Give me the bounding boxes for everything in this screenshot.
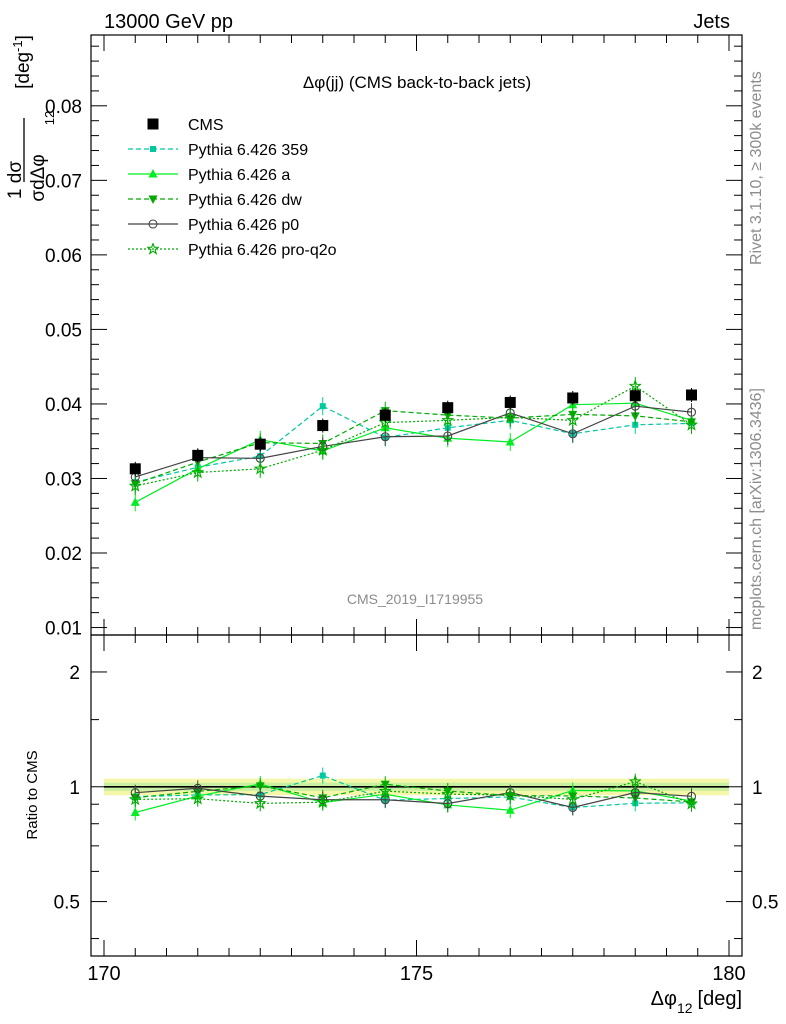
data-point — [443, 431, 453, 441]
data-point — [630, 412, 640, 421]
series-pythia-6-426-p0 — [130, 397, 697, 486]
legend-label: CMS — [188, 117, 224, 134]
main-ylabel-numerator: 1 dσ — [5, 161, 26, 199]
y-tick-label: 0.08 — [45, 97, 82, 118]
series-line — [135, 405, 692, 478]
legend-label: Pythia 6.426 359 — [188, 142, 308, 159]
data-point — [192, 449, 204, 461]
legend-item-pythia-6-426-a: Pythia 6.426 a — [128, 167, 290, 184]
ratio-series-layer — [129, 767, 698, 821]
main-ylabel-subscript: 12 — [42, 111, 57, 125]
ratio-panel: 0.5 0.5 1 1 2 2 — [54, 619, 778, 957]
data-point — [504, 396, 516, 408]
y-tick-label: 0.02 — [45, 544, 82, 565]
main-ylabel-unit: [deg-1] — [10, 35, 34, 89]
y-tick-label: 0.01 — [45, 619, 82, 640]
ratio-tick-label-left: 0.5 — [54, 893, 80, 914]
data-point — [567, 392, 579, 404]
analysis-watermark: CMS_2019_I1719955 — [347, 591, 483, 607]
data-point — [568, 429, 578, 439]
series-pythia-6-426-dw — [130, 401, 696, 493]
ratio-series-line — [135, 780, 692, 805]
legend-item-cms: CMS — [147, 117, 224, 134]
series-pythia-6-426-359 — [132, 397, 695, 492]
legend-item-pythia-6-426-359: Pythia 6.426 359 — [128, 142, 308, 159]
data-point — [319, 403, 326, 410]
ratio-tick-label-left: 2 — [69, 663, 80, 684]
data-point — [686, 389, 697, 401]
data-point — [505, 436, 515, 446]
ratio-point — [505, 805, 515, 814]
legend-marker — [148, 169, 158, 178]
legend-item-pythia-6-426-p0: Pythia 6.426 p0 — [128, 217, 299, 234]
ratio-series-line — [135, 783, 692, 814]
x-tick-label: 170 — [87, 963, 120, 985]
data-point — [379, 409, 391, 421]
data-point — [317, 420, 329, 432]
y-tick-label: 0.04 — [45, 395, 82, 416]
legend: CMS Pythia 6.426 359 Pythia 6.426 a Pythia … — [128, 117, 337, 259]
legend-label: Pythia 6.426 p0 — [188, 217, 299, 234]
ratio-point — [130, 807, 140, 816]
ratio-point — [255, 782, 265, 791]
ratio-tick-label-right: 1 — [752, 778, 763, 799]
rivet-version-text: Rivet 3.1.10, ≥ 300k events — [748, 71, 765, 265]
main-series-layer — [129, 377, 698, 512]
ratio-series-line — [135, 783, 692, 803]
header-left-text: 13000 GeV pp — [104, 11, 233, 33]
ratio-point — [319, 772, 326, 779]
series-cms — [129, 388, 697, 476]
y-tick-label: 0.07 — [45, 171, 82, 192]
x-tick-label: 175 — [400, 963, 433, 985]
mcplots-credit-text: mcplots.cern.ch [arXiv:1306.3436] — [748, 388, 765, 630]
main-ylabel: 1 dσ σdΔφ 12 [deg-1] — [5, 35, 57, 202]
data-point — [442, 402, 454, 414]
data-point — [129, 463, 141, 475]
x-tick-label: 180 — [712, 963, 745, 985]
legend-label: Pythia 6.426 dw — [188, 192, 302, 209]
ratio-tick-label-left: 1 — [69, 778, 80, 799]
legend-marker — [148, 219, 158, 229]
ratio-tick-label-right: 0.5 — [752, 893, 778, 914]
ratio-panel-frame — [90, 634, 743, 957]
series-pythia-6-426-a — [130, 394, 696, 512]
ratio-ylabel: Ratio to CMS — [24, 750, 41, 839]
x-tick-labels: 170 175 180 — [87, 963, 745, 985]
data-point — [380, 432, 390, 442]
y-tick-label: 0.03 — [45, 469, 82, 490]
ratio-series-line — [135, 787, 692, 809]
legend-marker — [150, 146, 156, 152]
data-point — [130, 497, 140, 506]
main-axis-ticks: 0.01 0.02 0.03 0.04 0.05 0.06 0.07 0.08 — [45, 35, 742, 640]
data-point — [629, 390, 641, 402]
ratio-tick-label-right: 2 — [752, 663, 763, 684]
main-panel: 0.01 0.02 0.03 0.04 0.05 0.06 0.07 0.08 Δφ(jj) … — [45, 34, 743, 640]
series-line — [134, 402, 692, 503]
chart-title: Δφ(jj) (CMS back-to-back jets) — [303, 73, 531, 92]
legend-label: Pythia 6.426 a — [188, 167, 290, 184]
ratio-series-pythia-6-426-pro-q2o — [129, 773, 698, 812]
x-axis-label-unit: [deg] — [698, 988, 742, 1010]
x-axis-label: Δφ12 [deg] — [651, 988, 742, 1016]
ratio-ylabel-group: Ratio to CMS — [24, 750, 41, 839]
header-right-text: Jets — [693, 11, 730, 33]
legend-marker — [147, 118, 159, 130]
ratio-axis-ticks: 0.5 0.5 1 1 2 2 — [54, 619, 778, 956]
y-tick-label: 0.06 — [45, 246, 82, 267]
x-axis-label-subscript: 12 — [677, 1000, 693, 1016]
series-line — [135, 405, 692, 483]
legend-item-pythia-6-426-pro-q2o: Pythia 6.426 pro-q2o — [128, 242, 337, 259]
data-point — [254, 438, 266, 450]
legend-item-pythia-6-426-dw: Pythia 6.426 dw — [128, 192, 302, 209]
series-line — [135, 410, 692, 485]
y-tick-label: 0.05 — [45, 320, 82, 341]
main-ylabel-denominator: σdΔφ — [28, 154, 49, 201]
legend-marker — [148, 195, 158, 204]
legend-label: Pythia 6.426 pro-q2o — [188, 242, 337, 259]
x-axis-label-symbol: Δφ — [651, 988, 677, 1010]
